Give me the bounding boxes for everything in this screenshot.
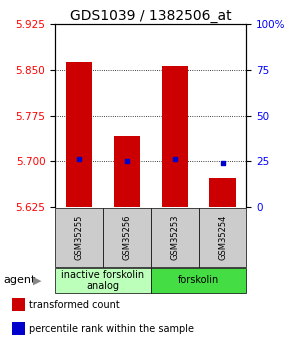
Bar bbox=[151, 208, 199, 267]
Text: forskolin: forskolin bbox=[178, 275, 219, 285]
Text: GSM35254: GSM35254 bbox=[218, 215, 227, 260]
Bar bbox=[114, 136, 140, 207]
Bar bbox=[12, 322, 25, 335]
Point bbox=[125, 158, 129, 164]
Text: GSM35255: GSM35255 bbox=[75, 215, 84, 260]
Point bbox=[220, 160, 225, 165]
Bar bbox=[151, 268, 246, 293]
Text: agent: agent bbox=[3, 275, 35, 285]
Text: percentile rank within the sample: percentile rank within the sample bbox=[29, 325, 194, 334]
Text: ▶: ▶ bbox=[33, 275, 42, 285]
Bar bbox=[103, 208, 151, 267]
Point bbox=[172, 157, 177, 162]
Text: transformed count: transformed count bbox=[29, 300, 120, 310]
Text: inactive forskolin
analog: inactive forskolin analog bbox=[61, 269, 144, 291]
Bar bbox=[66, 62, 92, 207]
Point bbox=[77, 157, 81, 162]
Bar bbox=[55, 208, 103, 267]
Bar bbox=[199, 208, 246, 267]
Text: GSM35253: GSM35253 bbox=[170, 215, 179, 260]
Text: GSM35256: GSM35256 bbox=[122, 215, 131, 260]
Bar bbox=[12, 298, 25, 311]
Bar bbox=[55, 268, 151, 293]
Bar bbox=[162, 66, 188, 207]
Bar bbox=[209, 178, 236, 207]
Title: GDS1039 / 1382506_at: GDS1039 / 1382506_at bbox=[70, 9, 232, 23]
